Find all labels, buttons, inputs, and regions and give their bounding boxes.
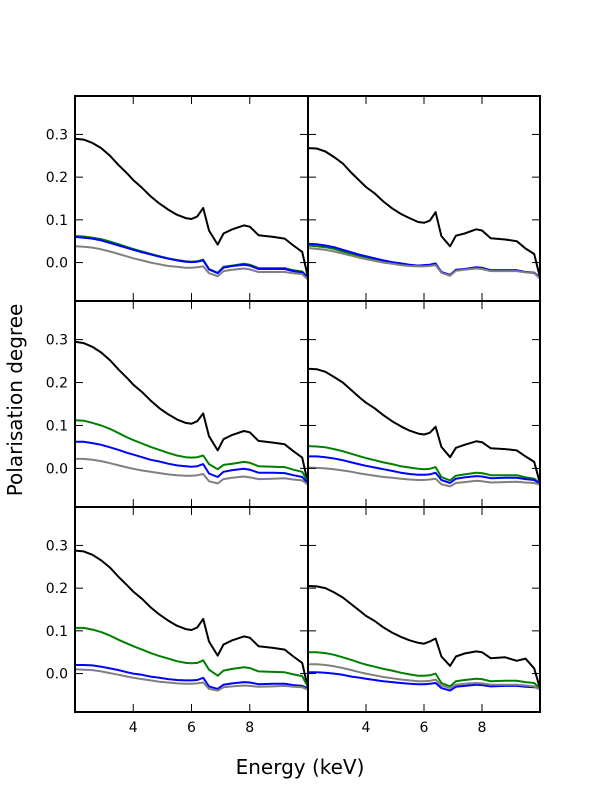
x-tick-label: 4 bbox=[129, 720, 138, 736]
panels-group bbox=[74, 95, 541, 713]
x-tick-label: 6 bbox=[187, 720, 196, 736]
panel-frame bbox=[74, 95, 309, 302]
panel-row2-left bbox=[74, 300, 309, 508]
series-line-blue bbox=[308, 242, 540, 279]
panel-row1-left bbox=[74, 95, 309, 302]
series-line-gray bbox=[75, 457, 308, 486]
panel-frame bbox=[307, 506, 541, 713]
y-tick-label: 0.1 bbox=[46, 624, 68, 640]
series-line-green bbox=[308, 445, 540, 485]
series-line-blue bbox=[75, 440, 308, 485]
y-tick-label: 0.2 bbox=[46, 170, 68, 186]
panel-row3-left bbox=[74, 506, 309, 713]
series-line-black bbox=[75, 340, 308, 484]
x-tick-label: 8 bbox=[245, 720, 254, 736]
y-tick-label: 0.1 bbox=[46, 418, 68, 434]
y-tick-label: 0.1 bbox=[46, 213, 68, 229]
series-line-gray bbox=[308, 663, 540, 691]
series-line-black bbox=[308, 585, 540, 689]
y-tick-label: 0.0 bbox=[46, 667, 68, 683]
series-line-black bbox=[308, 367, 540, 484]
panel-row1-right bbox=[307, 95, 541, 302]
series-line-blue bbox=[308, 671, 540, 692]
panel-row3-right bbox=[307, 506, 541, 713]
series-line-blue bbox=[75, 235, 308, 279]
series-line-blue bbox=[75, 664, 308, 690]
series-line-green bbox=[75, 419, 308, 483]
x-tick-label: 6 bbox=[420, 720, 429, 736]
x-tick-label: 8 bbox=[478, 720, 487, 736]
y-tick-label: 0.2 bbox=[46, 376, 68, 392]
y-tick-label: 0.0 bbox=[46, 256, 68, 272]
y-tick-label: 0.3 bbox=[46, 538, 68, 554]
y-tick-label: 0.2 bbox=[46, 581, 68, 597]
series-line-green bbox=[75, 626, 308, 688]
y-axis-label: Polarisation degree bbox=[3, 304, 27, 497]
series-line-gray bbox=[308, 247, 540, 280]
series-line-green bbox=[308, 651, 540, 690]
tick-labels-group: 0.0 0.1 0.2 0.3 0.0 0.1 0.2 0.3 0.0 0.1 0.2 0.3 4 6 8 4… bbox=[46, 127, 487, 736]
y-tick-label: 0.3 bbox=[46, 127, 68, 143]
x-axis-label: Energy (keV) bbox=[236, 755, 365, 779]
series-line-black bbox=[75, 549, 308, 689]
series-line-gray bbox=[75, 245, 308, 281]
series-line-black bbox=[75, 137, 308, 278]
y-tick-label: 0.3 bbox=[46, 333, 68, 349]
x-tick-label: 4 bbox=[362, 720, 371, 736]
series-line-gray bbox=[75, 668, 308, 692]
series-line-gray bbox=[308, 466, 540, 488]
y-tick-label: 0.0 bbox=[46, 461, 68, 477]
panel-row2-right bbox=[307, 300, 541, 508]
series-line-blue bbox=[308, 455, 540, 485]
series-line-black bbox=[308, 147, 540, 278]
